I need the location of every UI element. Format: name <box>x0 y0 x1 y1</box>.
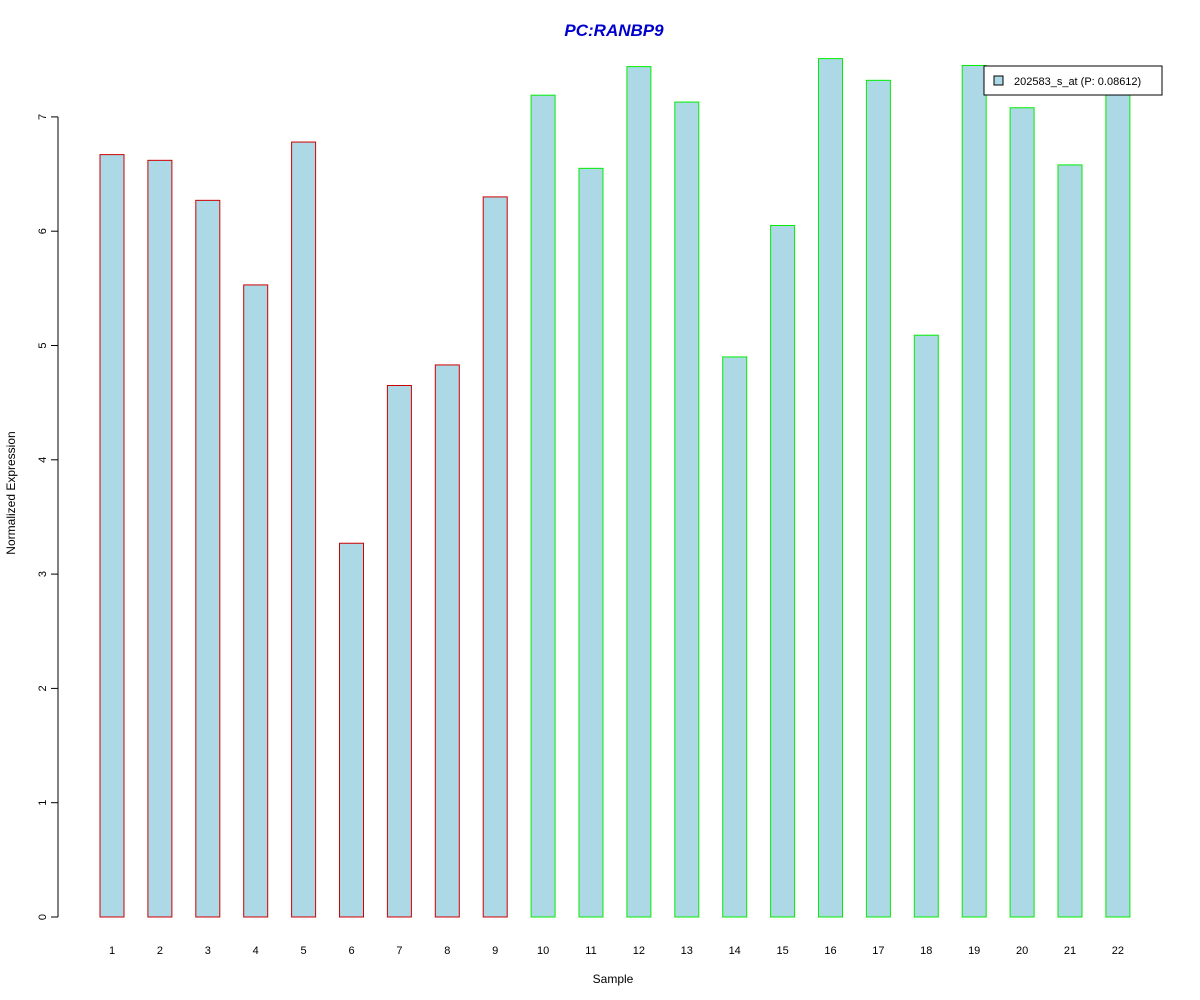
x-tick-label: 6 <box>348 945 354 957</box>
legend-box <box>983 65 1163 96</box>
bar-sample-18 <box>913 334 939 918</box>
bar-sample-15 <box>770 224 796 918</box>
legend: 202583_s_at (P: 0.08612) <box>983 65 1163 96</box>
legend-swatch <box>993 75 1004 86</box>
bar-sample-17 <box>865 79 891 918</box>
y-axis: 0 1 2 3 4 5 6 7 <box>37 114 59 920</box>
bar-sample-1 <box>99 154 125 918</box>
bar-sample-13 <box>674 101 700 918</box>
bar-sample-10 <box>530 94 556 918</box>
x-tick-label: 10 <box>537 945 549 957</box>
y-tick-label: 3 <box>37 571 49 577</box>
y-tick-label: 5 <box>37 342 49 348</box>
bar-sample-8 <box>434 364 460 918</box>
x-tick-label: 12 <box>633 945 645 957</box>
x-tick-label: 14 <box>729 945 741 957</box>
y-tick-label: 4 <box>37 457 49 463</box>
x-tick-label: 16 <box>824 945 836 957</box>
x-tick-label: 4 <box>253 945 259 957</box>
x-tick-label: 13 <box>681 945 693 957</box>
bar-sample-16 <box>818 58 843 918</box>
x-tick-label: 19 <box>968 945 980 957</box>
y-axis-label: Normalized Expression <box>4 431 18 554</box>
bar-sample-22 <box>1105 92 1131 918</box>
bar-sample-19 <box>961 64 987 918</box>
y-tick-label: 0 <box>37 914 49 920</box>
x-tick-label: 22 <box>1112 945 1124 957</box>
bars-group <box>99 58 1131 918</box>
bar-sample-6 <box>339 542 364 918</box>
bar-sample-9 <box>482 196 508 918</box>
bar-sample-5 <box>291 141 317 918</box>
x-tick-label: 8 <box>444 945 450 957</box>
bar-sample-14 <box>722 356 748 918</box>
x-tick-label: 21 <box>1064 945 1076 957</box>
bar-sample-21 <box>1057 164 1083 918</box>
x-tick-labels: 1 2 3 4 5 6 7 8 9 10 11 12 13 14 15 16 17 18 19 20 21 22 <box>109 945 1124 957</box>
x-tick-label: 18 <box>920 945 932 957</box>
legend-label: 202583_s_at (P: 0.08612) <box>1014 76 1141 88</box>
y-tick-label: 2 <box>37 685 49 691</box>
x-tick-label: 15 <box>776 945 788 957</box>
bar-sample-2 <box>147 159 173 918</box>
x-tick-label: 5 <box>301 945 307 957</box>
x-tick-label: 20 <box>1016 945 1028 957</box>
x-tick-label: 11 <box>585 945 596 957</box>
bar-sample-3 <box>195 199 221 918</box>
x-axis-label: Sample <box>593 972 634 986</box>
x-tick-label: 3 <box>205 945 211 957</box>
x-tick-label: 1 <box>109 945 115 957</box>
bar-sample-20 <box>1009 107 1035 918</box>
y-tick-label: 1 <box>37 800 49 806</box>
x-tick-label: 2 <box>157 945 163 957</box>
chart-title: PC:RANBP9 <box>564 21 664 40</box>
bar-sample-4 <box>243 284 269 918</box>
x-tick-label: 9 <box>492 945 498 957</box>
bar-sample-7 <box>386 385 412 918</box>
bar-sample-11 <box>578 167 604 918</box>
y-tick-label: 7 <box>37 114 49 120</box>
bar-sample-12 <box>626 66 652 918</box>
y-tick-label: 6 <box>37 228 49 234</box>
x-tick-label: 17 <box>872 945 884 957</box>
x-tick-label: 7 <box>396 945 402 957</box>
